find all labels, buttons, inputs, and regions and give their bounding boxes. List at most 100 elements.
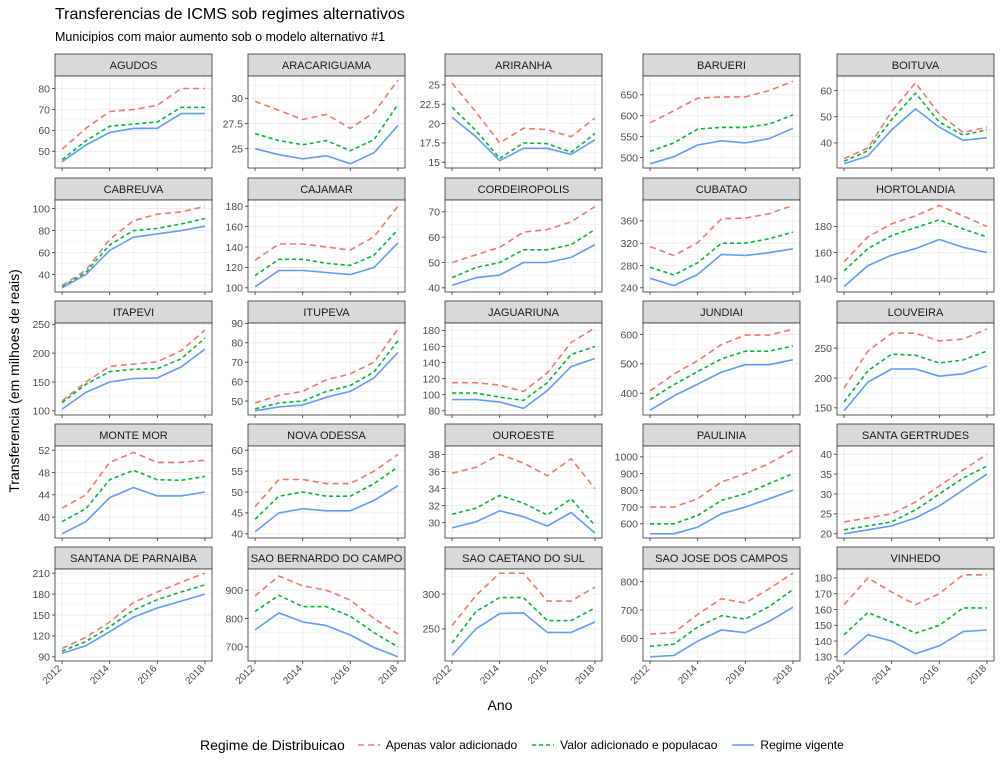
series-line-populacao (451, 596, 596, 644)
series-line-apenas (254, 79, 399, 130)
facet-border (444, 568, 603, 662)
y-tick-label: 40 (820, 449, 832, 461)
series-line-populacao (61, 337, 206, 404)
facet-panel-sao-jose-dos-campos: SAO JOSE DOS CAMPOS 600 700 800 2012 2014 2016… (620, 546, 801, 687)
y-tick-label: 50 (38, 146, 50, 158)
facet-panel-paulinia: PAULINIA 600 700 800 900 1000 (615, 423, 801, 541)
facet-border (642, 568, 801, 662)
series-line-populacao (843, 92, 988, 162)
y-tick-label: 180 (814, 221, 832, 233)
facet-strip-label: BARUERI (697, 60, 746, 72)
facet-strip-label: SAO JOSE DOS CAMPOS (655, 553, 788, 565)
y-tick-label: 600 (620, 329, 638, 341)
facet-strip-label: BOITUVA (892, 60, 940, 72)
y-tick-label: 600 (620, 633, 638, 645)
facet-border (54, 75, 213, 169)
facet-border (444, 322, 603, 416)
y-tick-label: 170 (814, 588, 832, 600)
y-tick-label: 160 (814, 604, 832, 616)
y-axis-title: Transferencia (em milhoes de reais) (6, 269, 22, 493)
y-tick-label: 100 (32, 406, 50, 418)
series-line-populacao (452, 345, 596, 402)
series-line-apenas (451, 453, 596, 490)
legend-label-populacao: Valor adicionado e populacao (560, 738, 718, 752)
y-tick-label: 140 (422, 357, 440, 369)
facet-border (836, 445, 995, 539)
y-tick-label: 280 (620, 260, 638, 272)
series-line-apenas (451, 206, 596, 264)
legend-label-apenas: Apenas valor adicionado (385, 738, 518, 752)
series-line-populacao (650, 588, 794, 648)
series-line-apenas (61, 329, 206, 402)
x-tick-label: 2016 (136, 663, 160, 687)
x-tick-label: 2012 (41, 663, 65, 687)
series-line-vigente (649, 127, 794, 165)
facet-panel-santana-de-parnaiba: SANTANA DE PARNAIBA 90 120 150 180 210 2012 201… (32, 546, 213, 687)
facet-panel-boituva: BOITUVA 40 50 60 (820, 53, 995, 171)
y-tick-label: 250 (422, 624, 440, 636)
x-tick-label: 2014 (281, 663, 305, 687)
y-tick-label: 40 (428, 283, 440, 295)
y-tick-label: 90 (38, 652, 50, 664)
y-tick-label: 34 (428, 483, 440, 495)
y-tick-label: 15 (428, 157, 440, 169)
series-line-vigente (61, 112, 205, 163)
series-line-vigente (451, 243, 596, 287)
y-tick-label: 160 (225, 221, 243, 233)
series-line-apenas (61, 87, 205, 150)
x-tick-label: 2014 (478, 663, 502, 687)
facet-border (444, 75, 603, 169)
series-line-vigente (843, 629, 987, 656)
facet-border (444, 199, 603, 293)
y-tick-label: 90 (231, 318, 243, 330)
series-line-populacao (254, 103, 399, 152)
series-line-apenas (254, 328, 399, 404)
x-tick-label: 2012 (234, 663, 258, 687)
y-tick-label: 1000 (615, 452, 639, 464)
series-line-vigente (451, 116, 596, 162)
series-line-populacao (61, 106, 205, 161)
facet-border (247, 199, 406, 293)
facet-strip-label: JUNDIAI (700, 307, 743, 319)
facet-panel-nova-odessa: NOVA ODESSA 40 45 50 55 60 (231, 423, 406, 541)
series-line-apenas (843, 453, 988, 523)
y-tick-label: 900 (225, 585, 243, 597)
y-tick-label: 80 (38, 83, 50, 95)
x-tick-label: 2018 (772, 663, 796, 687)
series-line-vigente (61, 348, 206, 410)
series-line-vigente (843, 238, 988, 288)
series-line-vigente (61, 486, 206, 535)
y-tick-label: 240 (620, 283, 638, 295)
facet-strip-label: ARACARIGUAMA (282, 60, 372, 72)
series-line-vigente (451, 509, 596, 534)
facet-strip-label: SANTA GERTRUDES (862, 430, 969, 442)
facet-panel-aracariguama: ARACARIGUAMA 25 27.5 30 (223, 53, 406, 171)
facet-strip-label: ARIRANHA (495, 60, 553, 72)
series-line-apenas (843, 573, 987, 606)
facet-strip-label: JAGUARIUNA (488, 307, 560, 319)
y-tick-label: 800 (620, 576, 638, 588)
series-line-apenas (843, 204, 988, 263)
y-tick-label: 650 (620, 90, 638, 102)
y-tick-label: 80 (38, 225, 50, 237)
facet-border (642, 322, 801, 416)
x-tick-label: 2016 (724, 663, 748, 687)
series-line-vigente (254, 485, 399, 533)
x-tick-label: 2016 (918, 663, 942, 687)
y-tick-label: 150 (814, 403, 832, 415)
facet-border (444, 445, 603, 539)
y-tick-label: 40 (231, 529, 243, 541)
facet-strip-label: ITUPEVA (303, 307, 350, 319)
facet-border (836, 75, 995, 169)
y-tick-label: 180 (814, 573, 832, 585)
y-tick-label: 360 (620, 216, 638, 228)
series-line-apenas (254, 453, 399, 508)
y-tick-label: 40 (820, 138, 832, 150)
facet-panel-louveira: LOUVEIRA 150 200 250 (814, 300, 995, 418)
x-tick-label: 2018 (574, 663, 598, 687)
facet-border (247, 568, 406, 662)
series-line-populacao (254, 229, 399, 277)
y-tick-label: 50 (820, 112, 832, 124)
